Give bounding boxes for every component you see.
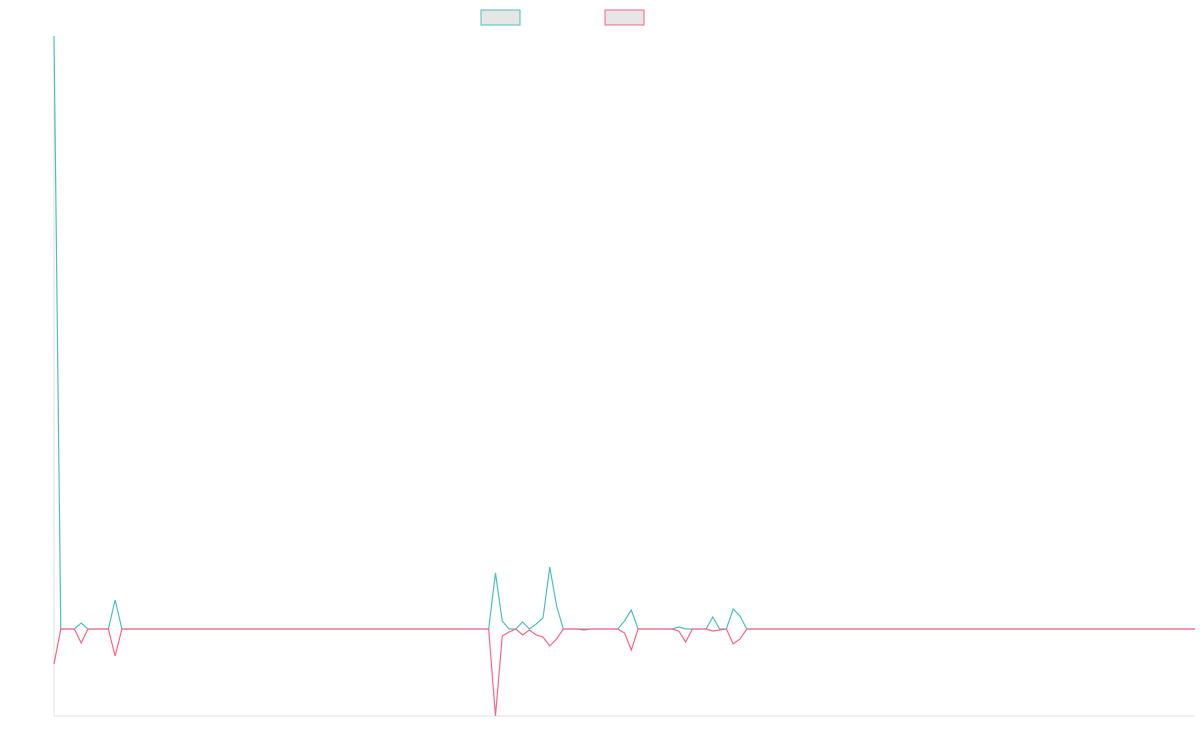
series-line [53,628,1195,717]
legend-swatch [480,9,521,26]
series-line [53,35,1195,630]
legend-swatch [604,9,645,26]
